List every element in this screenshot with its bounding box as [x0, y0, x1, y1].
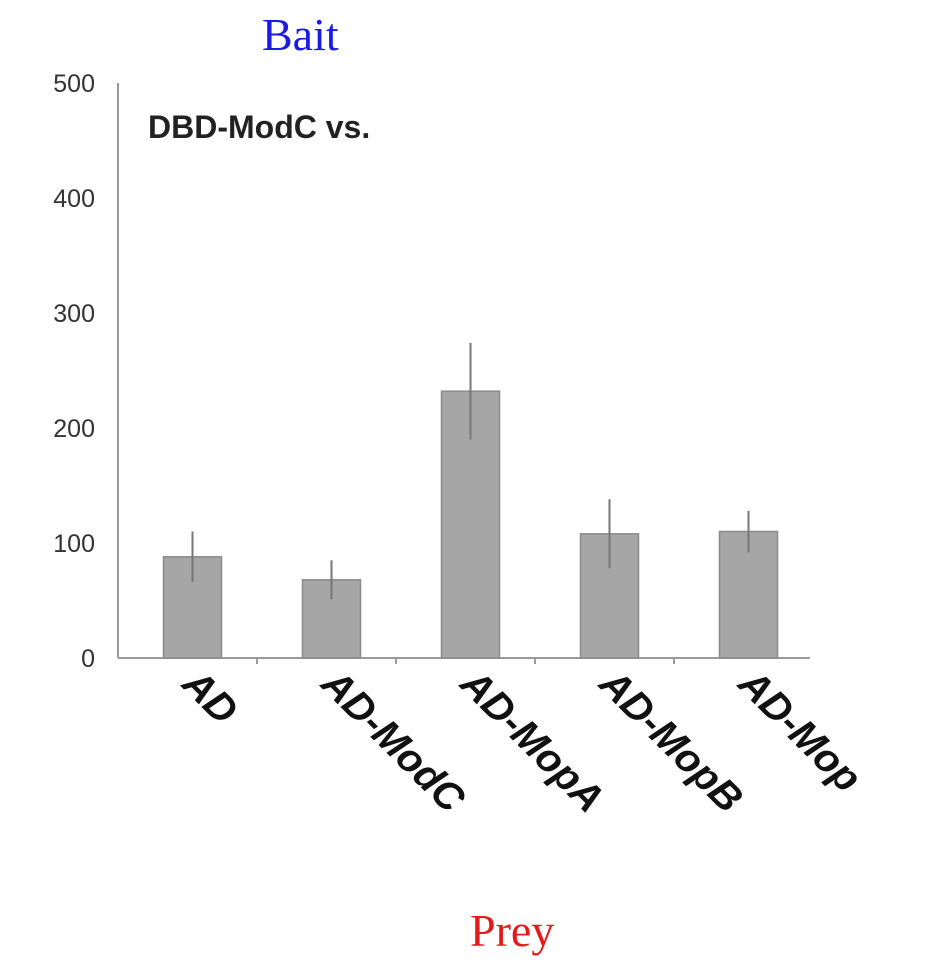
prey-annotation: Prey: [470, 905, 555, 956]
x-tick-label: AD-MopA: [451, 661, 612, 822]
chart-title: DBD-ModC vs.: [148, 109, 370, 145]
x-tick-label: AD-MopB: [590, 661, 751, 822]
bait-annotation: Bait: [262, 9, 339, 60]
y-tick-label: 100: [53, 530, 95, 558]
y-tick-labels: 0 100 200 300 400 500: [53, 70, 95, 673]
x-tick-label: AD-ModC: [312, 661, 473, 822]
error-bars: [191, 342, 750, 600]
y-tick-label: 300: [53, 300, 95, 328]
y-tick-label: 200: [53, 415, 95, 443]
x-tick-label: AD-Mop: [729, 661, 869, 801]
y-tick-label: 500: [53, 70, 95, 98]
x-tick-label: AD: [173, 661, 246, 734]
bar-chart: 0 100 200 300 400 500 AD AD-ModCAD-MopAAD-MopB…: [53, 70, 869, 822]
y-tick-label: 400: [53, 185, 95, 213]
y-tick-label: 0: [81, 645, 95, 673]
